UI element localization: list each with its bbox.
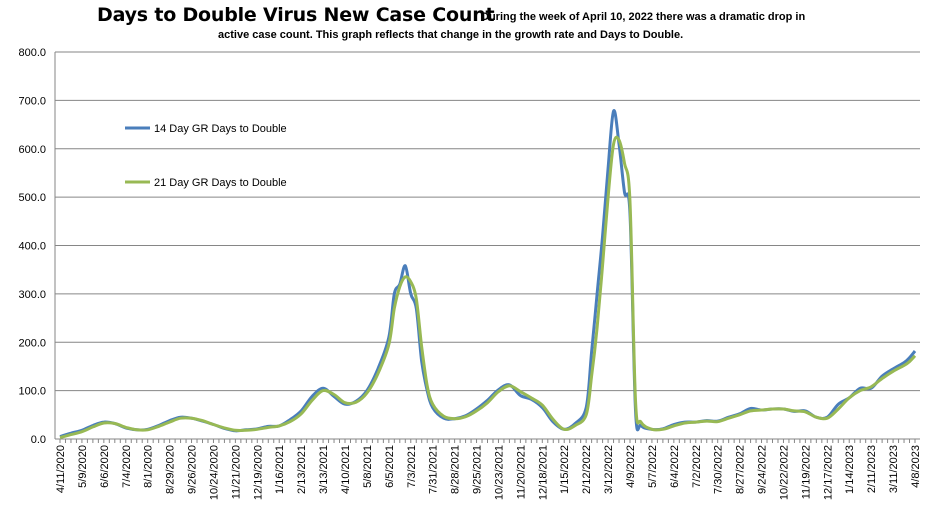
x-tick-label: 7/2/2022	[691, 445, 703, 488]
y-tick-label: 0.0	[31, 434, 46, 446]
chart-title: Days to Double Virus New Case Count	[97, 4, 495, 26]
x-tick-label: 6/5/2021	[384, 445, 396, 488]
x-tick-label: 10/24/2020	[208, 445, 220, 500]
y-tick-label: 100.0	[18, 386, 46, 398]
x-tick-label: 11/21/2020	[230, 445, 242, 499]
x-tick-label: 4/9/2022	[625, 445, 637, 488]
legend-label: 21 Day GR Days to Double	[154, 177, 287, 189]
x-tick-label: 5/9/2020	[77, 445, 89, 488]
chart-subtitle-line-2: active case count. This graph reflects t…	[218, 29, 684, 41]
series-line-14-day	[59, 109, 917, 439]
x-tick-label: 3/11/2023	[888, 445, 900, 493]
x-tick-label: 5/8/2021	[362, 445, 374, 488]
x-tick-label: 9/25/2021	[472, 445, 484, 494]
x-tick-label: 8/27/2022	[735, 445, 747, 494]
x-tick-label: 3/12/2022	[603, 445, 615, 494]
x-tick-label: 8/28/2021	[450, 445, 462, 494]
x-tick-label: 4/10/2021	[340, 445, 352, 494]
x-tick-label: 2/11/2023	[866, 445, 878, 493]
x-tick-label: 11/19/2022	[800, 445, 812, 499]
x-tick-label: 7/30/2022	[713, 445, 725, 494]
x-tick-label: 4/8/2023	[910, 445, 922, 488]
x-tick-label: 2/13/2021	[296, 445, 308, 494]
x-tick-label: 1/16/2021	[274, 445, 286, 494]
y-tick-label: 600.0	[18, 144, 46, 156]
x-tick-label: 1/15/2022	[559, 445, 571, 494]
y-tick-label: 700.0	[18, 95, 46, 107]
x-tick-label: 12/18/2021	[537, 445, 549, 500]
y-tick-label: 200.0	[18, 337, 46, 349]
x-tick-label: 8/29/2020	[165, 445, 177, 494]
x-tick-label: 7/31/2021	[428, 445, 440, 494]
x-tick-label: 9/26/2020	[187, 445, 199, 494]
y-tick-label: 800.0	[18, 47, 46, 59]
x-tick-label: 6/4/2022	[669, 445, 681, 488]
x-tick-label: 7/4/2020	[121, 445, 133, 488]
x-tick-label: 6/6/2020	[99, 445, 111, 488]
chart-subtitle-line-1: During the week of April 10, 2022 there …	[481, 11, 806, 23]
y-tick-label: 500.0	[18, 192, 46, 204]
x-tick-label: 11/20/2021	[515, 445, 527, 499]
x-tick-label: 3/13/2021	[318, 445, 330, 494]
x-tick-label: 12/19/2020	[252, 445, 264, 500]
y-tick-label: 400.0	[18, 241, 46, 253]
x-tick-label: 10/22/2022	[778, 445, 790, 500]
x-tick-label: 2/12/2022	[581, 445, 593, 494]
x-tick-label: 1/14/2023	[844, 445, 856, 494]
x-tick-label: 5/7/2022	[647, 445, 659, 488]
x-tick-label: 7/3/2021	[406, 445, 418, 488]
x-tick-label: 12/17/2022	[822, 445, 834, 500]
legend-label: 14 Day GR Days to Double	[154, 123, 287, 135]
series-line-21-day	[59, 135, 917, 440]
x-tick-label: 9/24/2022	[757, 445, 769, 494]
x-tick-label: 10/23/2021	[493, 445, 505, 500]
y-tick-label: 300.0	[18, 289, 46, 301]
x-tick-label: 4/11/2020	[55, 445, 67, 493]
x-tick-label: 8/1/2020	[143, 445, 155, 488]
